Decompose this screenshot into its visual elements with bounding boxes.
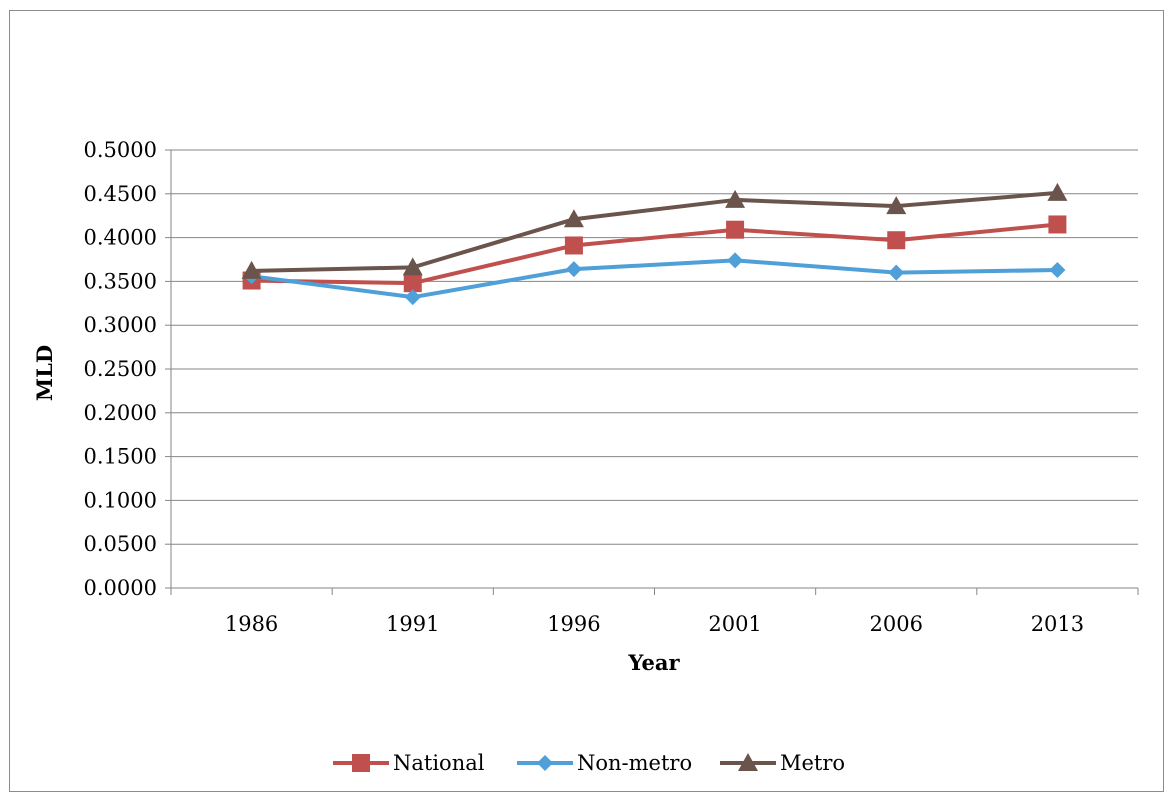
point-national <box>1048 215 1067 234</box>
y-tick-label: 0.1000 <box>84 488 157 512</box>
series-non-metro <box>243 252 1066 306</box>
legend-marker <box>352 754 370 772</box>
series-layer <box>241 182 1068 306</box>
point-national <box>403 274 422 293</box>
point-national <box>887 231 906 250</box>
legend: National Non-metro Metro <box>333 751 845 775</box>
point-non-metro <box>404 289 421 306</box>
legend-item-metro: Metro <box>720 751 845 775</box>
y-tick-label: 0.4500 <box>84 182 157 206</box>
y-tick-label: 0.3000 <box>84 313 157 337</box>
y-tick-label: 0.0000 <box>84 576 157 600</box>
gridlines <box>171 149 1138 545</box>
y-tick-label: 0.3500 <box>84 269 157 293</box>
x-tick-label: 1991 <box>386 612 439 636</box>
legend-label: National <box>393 751 485 775</box>
y-tick-label: 0.5000 <box>84 138 157 162</box>
y-axis-title: MLD <box>32 345 57 401</box>
legend-marker <box>537 755 553 771</box>
point-non-metro <box>727 252 744 269</box>
series-line-metro <box>251 190 1058 273</box>
point-national <box>564 236 583 255</box>
series-national <box>242 215 1067 293</box>
x-tick-label: 2006 <box>870 612 923 636</box>
point-metro <box>241 260 262 279</box>
x-tick-label: 1986 <box>225 612 278 636</box>
legend-item-non-metro: Non-metro <box>517 751 692 775</box>
point-national <box>726 220 745 239</box>
y-tick-label: 0.1500 <box>84 445 157 469</box>
x-axis-title: Year <box>627 650 680 675</box>
point-non-metro <box>888 264 905 281</box>
x-tick-label: 2001 <box>708 612 761 636</box>
legend-label: Metro <box>780 751 845 775</box>
point-non-metro <box>1049 262 1066 279</box>
point-metro <box>886 196 907 215</box>
chart-frame <box>9 10 1164 792</box>
x-axis: 1986 1991 1996 2001 2006 2013 <box>170 587 1139 636</box>
legend-item-national: National <box>333 751 485 775</box>
point-metro <box>725 189 746 208</box>
x-tick-label: 1996 <box>547 612 600 636</box>
x-tick-label: 2013 <box>1031 612 1084 636</box>
series-line-non-metro <box>251 258 1058 300</box>
point-metro <box>563 209 584 228</box>
y-tick-label: 0.2000 <box>84 401 157 425</box>
series-line-national <box>251 222 1058 286</box>
y-axis: 0.0000 0.0500 0.1000 0.1500 0.2000 0.2500 0.30… <box>84 138 172 600</box>
point-metro <box>402 257 423 276</box>
point-non-metro <box>565 261 582 278</box>
y-tick-label: 0.0500 <box>84 532 157 556</box>
legend-marker <box>738 753 758 771</box>
series-metro <box>241 182 1068 279</box>
y-tick-label: 0.4000 <box>84 226 157 250</box>
legend-label: Non-metro <box>577 751 692 775</box>
point-metro <box>1047 182 1068 201</box>
y-tick-label: 0.2500 <box>84 357 157 381</box>
